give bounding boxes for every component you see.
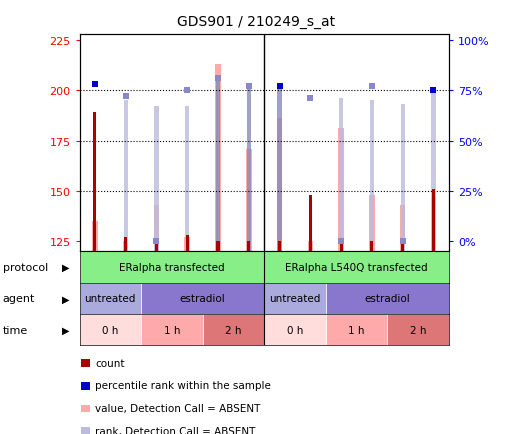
Bar (185, 238, 190, 252)
Bar (369, 195, 374, 252)
Bar (203, 314, 264, 345)
Text: GDS901 / 210249_s_at: GDS901 / 210249_s_at (177, 15, 336, 29)
Bar (370, 242, 373, 252)
Text: agent: agent (3, 294, 35, 303)
Bar (141, 283, 264, 314)
Bar (400, 206, 405, 252)
Bar (339, 99, 343, 252)
Bar (80, 252, 264, 283)
Bar (431, 197, 436, 252)
Bar (124, 238, 127, 252)
Bar (277, 119, 282, 252)
Bar (264, 314, 326, 345)
Bar (309, 195, 312, 252)
Bar (326, 314, 387, 345)
Text: ▶: ▶ (62, 325, 69, 335)
Text: ▶: ▶ (62, 294, 69, 303)
Text: 1 h: 1 h (164, 325, 180, 335)
Bar (216, 81, 220, 252)
Bar (81, 427, 90, 434)
Bar (215, 65, 221, 252)
Text: count: count (95, 358, 125, 368)
Text: 0 h: 0 h (287, 325, 303, 335)
Bar (401, 105, 405, 252)
Text: ERalpha L540Q transfected: ERalpha L540Q transfected (285, 263, 428, 272)
Bar (80, 283, 141, 314)
Text: time: time (3, 325, 28, 335)
Bar (264, 252, 449, 283)
Bar (370, 101, 374, 252)
Text: untreated: untreated (269, 294, 321, 303)
Text: 2 h: 2 h (225, 325, 242, 335)
Text: 1 h: 1 h (348, 325, 365, 335)
Bar (155, 242, 158, 252)
Text: percentile rank within the sample: percentile rank within the sample (95, 381, 271, 390)
Bar (308, 242, 313, 252)
Text: ERalpha transfected: ERalpha transfected (119, 263, 225, 272)
Bar (80, 314, 141, 345)
Bar (340, 242, 343, 252)
Bar (339, 129, 344, 252)
Text: 0 h: 0 h (102, 325, 119, 335)
Text: estradiol: estradiol (364, 294, 410, 303)
Bar (431, 93, 436, 252)
Bar (124, 101, 128, 252)
Bar (154, 206, 159, 252)
Bar (278, 242, 281, 252)
Bar (92, 222, 97, 252)
Bar (81, 404, 90, 412)
Bar (326, 283, 449, 314)
Text: rank, Detection Call = ABSENT: rank, Detection Call = ABSENT (95, 426, 255, 434)
Text: value, Detection Call = ABSENT: value, Detection Call = ABSENT (95, 403, 260, 413)
Bar (432, 189, 435, 252)
Text: untreated: untreated (85, 294, 136, 303)
Bar (264, 283, 326, 314)
Bar (123, 242, 128, 252)
Bar (278, 89, 282, 252)
Text: ▶: ▶ (62, 263, 69, 272)
Text: 2 h: 2 h (410, 325, 426, 335)
Text: protocol: protocol (3, 263, 48, 272)
Bar (186, 236, 189, 252)
Bar (387, 314, 449, 345)
Text: estradiol: estradiol (180, 294, 226, 303)
Bar (247, 242, 250, 252)
Bar (247, 89, 251, 252)
Bar (216, 242, 220, 252)
Bar (81, 382, 90, 390)
Bar (141, 314, 203, 345)
Bar (154, 107, 159, 252)
Bar (93, 113, 96, 252)
Bar (185, 107, 189, 252)
Bar (246, 149, 251, 252)
Bar (81, 359, 90, 367)
Bar (401, 242, 404, 252)
